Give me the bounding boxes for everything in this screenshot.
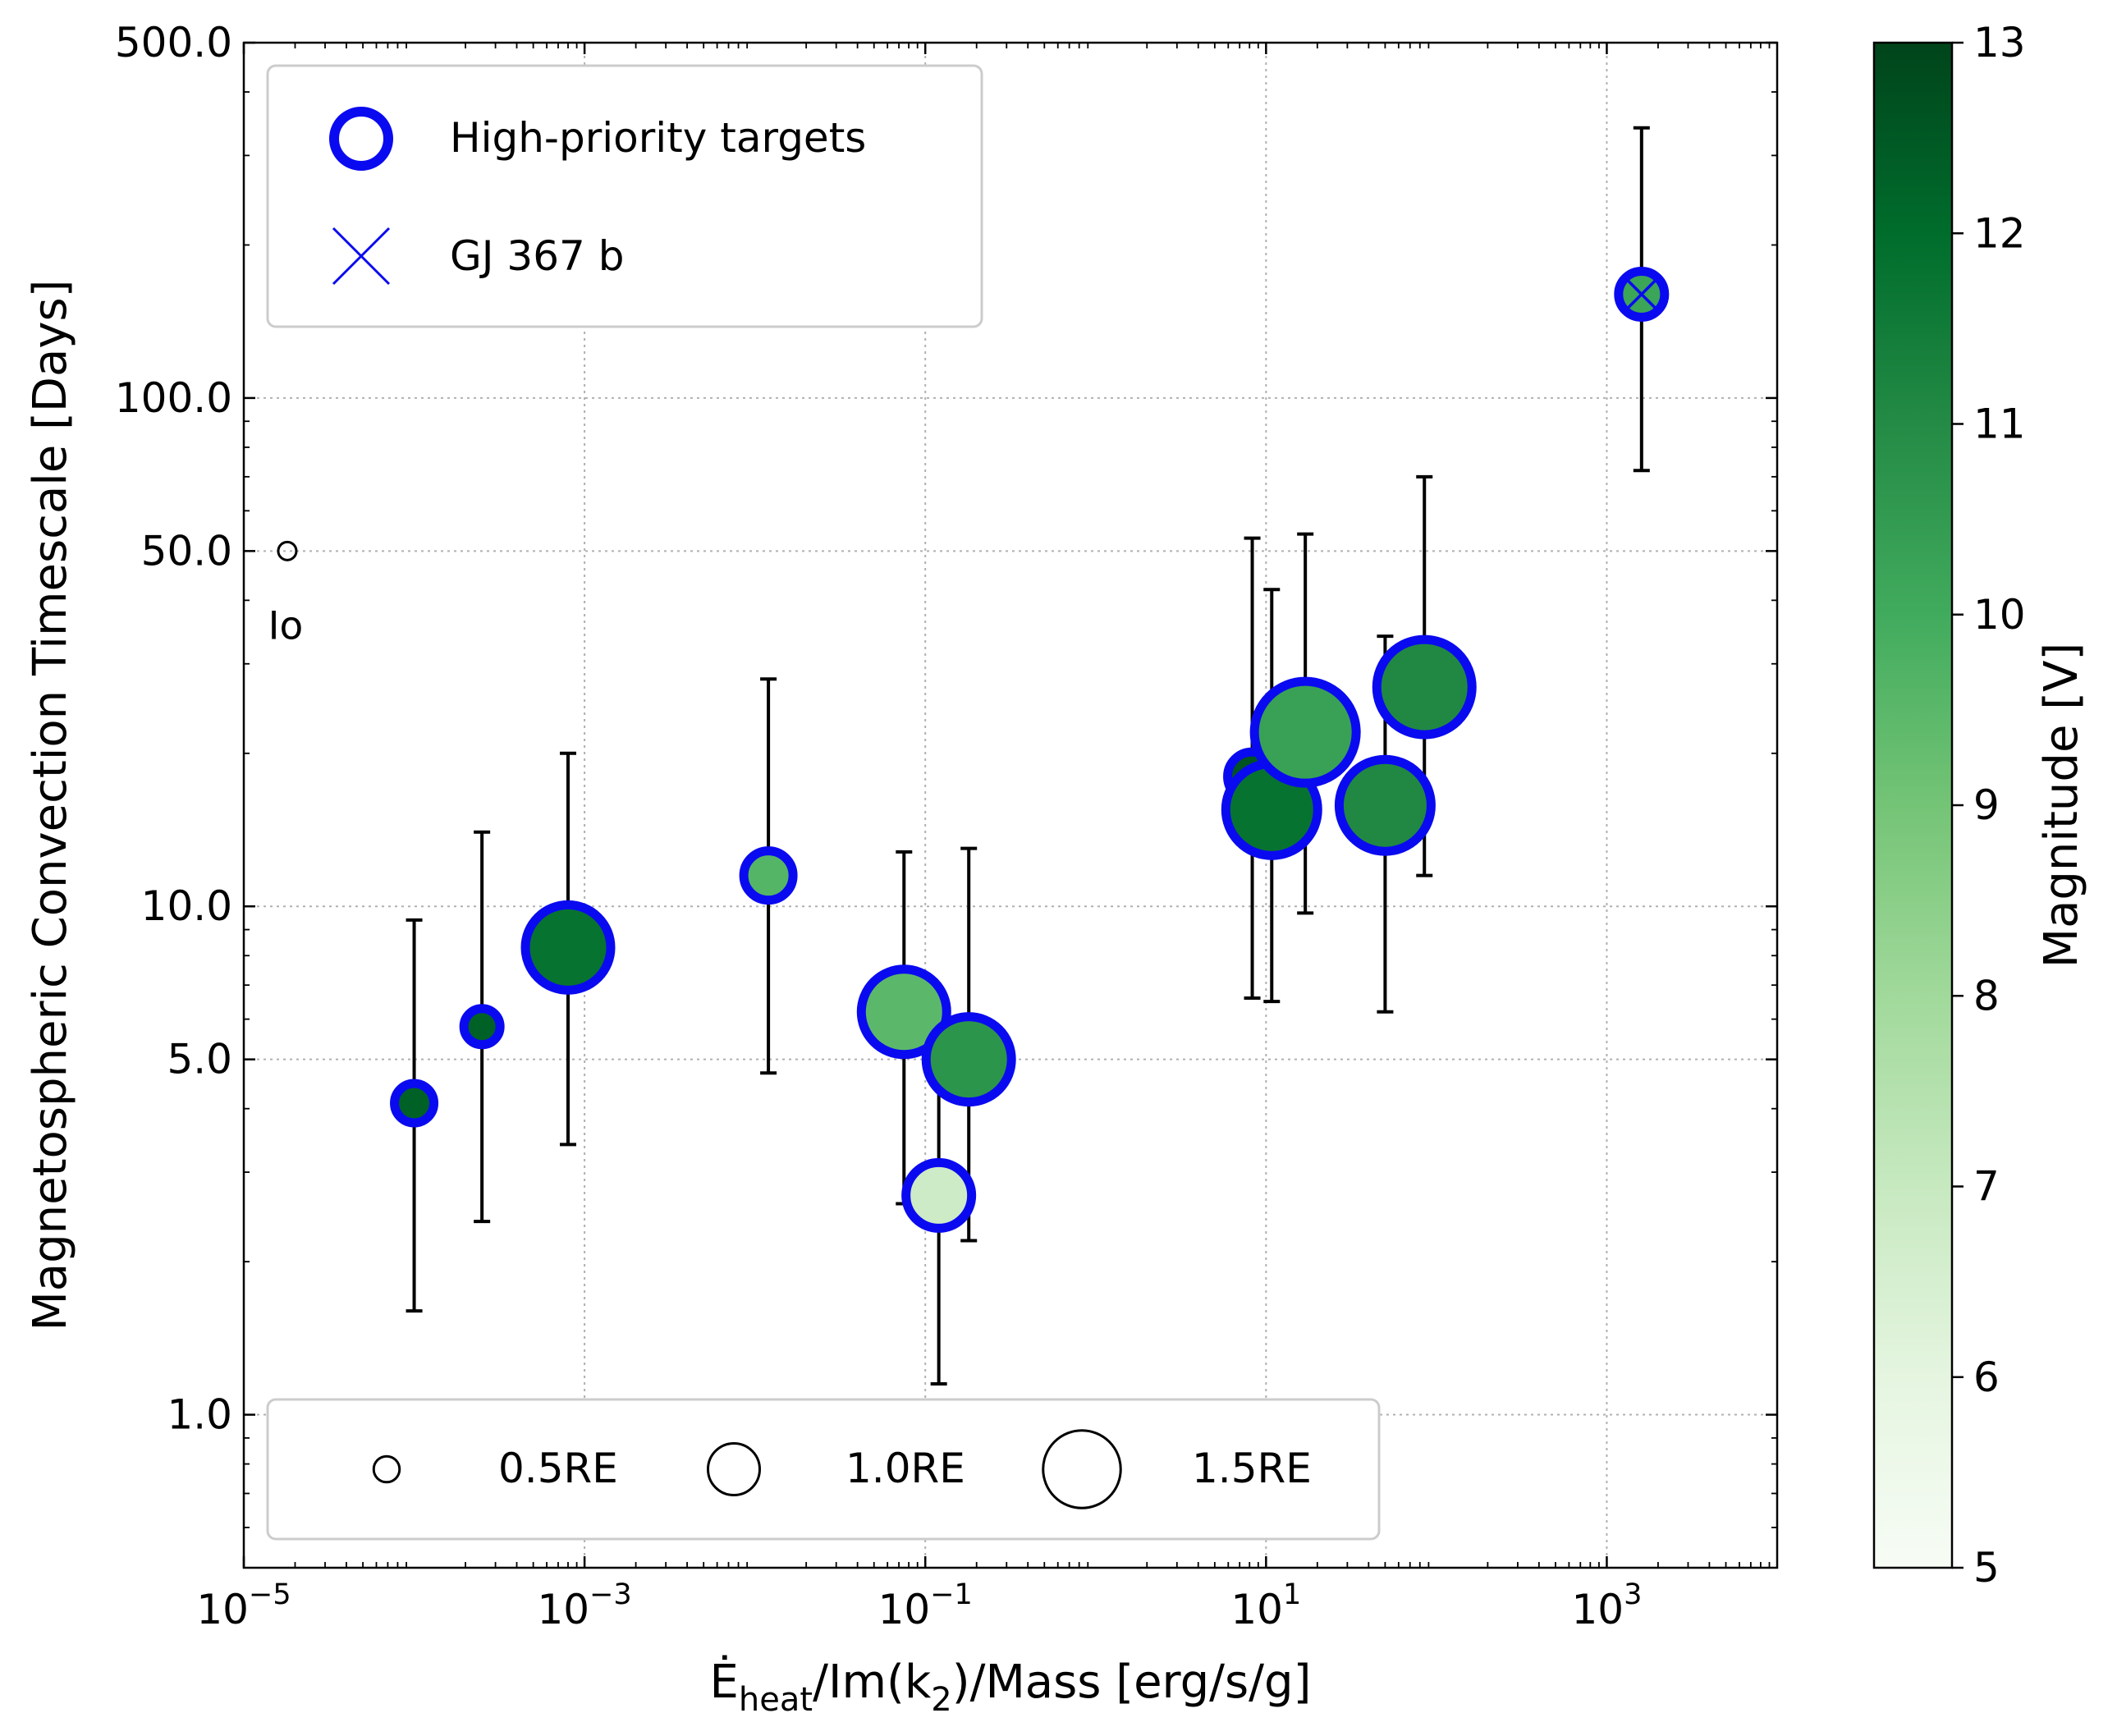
colorbar-tick-label: 11 [1973, 401, 2026, 448]
colorbar-tick-label: 8 [1973, 972, 2000, 1019]
x-marker-icon [332, 227, 391, 286]
x-tick-label: 101 [1230, 1578, 1301, 1633]
colorbar-tick-label: 12 [1973, 209, 2026, 257]
y-tick-label: 100.0 [115, 374, 232, 422]
size-legend-circle [1042, 1429, 1122, 1509]
legend-sizes: 0.5RE 1.0RE 1.5RE [266, 1398, 1381, 1541]
size-legend-circle [372, 1454, 401, 1484]
io-annotation: Io [268, 540, 304, 648]
colorbar-tick-label: 13 [1973, 19, 2026, 66]
planet-marker [901, 1157, 977, 1233]
y-tick-label: 5.0 [167, 1036, 232, 1083]
gj367b-x-marker [1624, 277, 1659, 312]
x-tick-label: 103 [1571, 1578, 1642, 1633]
axis-labels: Magnetospheric Convection Timescale [Day… [24, 279, 1311, 1719]
planet-marker [1334, 754, 1436, 856]
y-tick-label: 10.0 [141, 882, 232, 930]
planet-marker [921, 1012, 1016, 1107]
x-axis-label: Ėheat/Im(k2)/Mass [erg/s/g] [710, 1656, 1312, 1719]
size-legend-label: 0.5RE [498, 1445, 618, 1492]
legend-markers: High-priority targets GJ 367 b [266, 64, 983, 328]
plot-frame [242, 41, 1779, 1569]
open-circle-icon [329, 107, 393, 171]
colorbar-tick-label: 6 [1973, 1354, 2000, 1401]
x-tick-label: 10−3 [537, 1578, 631, 1633]
io-marker [277, 540, 298, 561]
io-label: Io [268, 603, 304, 648]
colorbar-tick-label: 7 [1973, 1163, 2000, 1211]
colorbar-label: Magnitude [V] [2035, 643, 2088, 968]
planet-marker [856, 964, 951, 1060]
planet-marker [459, 1004, 505, 1050]
x-tick-label: 10−1 [878, 1578, 973, 1633]
planet-marker [739, 846, 798, 905]
size-legend-label: 1.5RE [1192, 1445, 1312, 1492]
y-tick-label: 50.0 [141, 527, 232, 575]
colorbar-tick-label: 10 [1973, 591, 2026, 639]
x-tick-label: 10−5 [196, 1578, 291, 1633]
legend-label-gj367b: GJ 367 b [450, 232, 624, 280]
data-points [390, 126, 1670, 1386]
size-legend-circle [707, 1442, 761, 1496]
planet-marker [1372, 634, 1477, 740]
colorbar-tick-label: 9 [1973, 781, 2000, 829]
planet-marker [520, 900, 616, 995]
legend-box-top [266, 64, 983, 328]
colorbar: 5 6 7 8 9 10 11 12 13 Magnitude [V] [1872, 19, 2088, 1592]
planet-marker [390, 1079, 439, 1128]
colorbar-gradient [1872, 41, 1954, 1569]
colorbar-tick-label: 5 [1973, 1544, 2000, 1592]
axes: 10−5 10−3 10−1 101 103 1.0 5.0 10.0 50.0 100.0 500… [115, 19, 1779, 1633]
y-tick-label: 1.0 [167, 1391, 232, 1439]
planet-marker [1249, 676, 1361, 788]
y-axis-label: Magnetospheric Convection Timescale [Day… [24, 279, 77, 1331]
legend-label-high-priority: High-priority targets [450, 114, 866, 162]
size-legend-label: 1.0RE [845, 1445, 965, 1492]
y-tick-label: 500.0 [115, 19, 232, 66]
